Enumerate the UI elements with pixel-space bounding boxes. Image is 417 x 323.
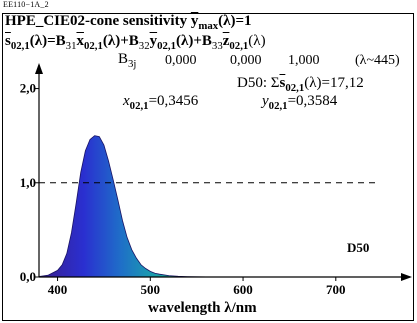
lambda-note: (λ~445)	[355, 53, 400, 68]
x-tick-label: 400	[48, 282, 68, 297]
chromaticity-y: y02,1=0,3584	[262, 93, 338, 112]
x-axis-arrow	[401, 273, 412, 281]
y-axis-arrow	[35, 63, 43, 74]
y-tick-label: 0,0	[20, 269, 36, 284]
b33-value: 1,000	[288, 53, 320, 68]
x-tick-label: 600	[233, 282, 253, 297]
x-axis-label: wavelength λ/nm	[148, 300, 257, 316]
illuminant-tag: D50	[347, 240, 370, 255]
y-tick-label: 1,0	[20, 175, 36, 190]
d50-sum: D50: Σs02,1(λ)=17,12	[237, 75, 364, 94]
chromaticity-x: x02,1=0,3456	[123, 93, 199, 112]
chart-title: HPE_CIE02-cone sensitivity ymax(λ)=1	[5, 13, 252, 32]
figure-frame	[2, 13, 414, 321]
sensitivity-area	[39, 135, 410, 277]
x-tick-label: 700	[326, 282, 346, 297]
b3j-label: B3j	[118, 51, 137, 70]
cone-equation: s02,1(λ)=B31x02,1(λ)+B32y02,1(λ)+B33z02,…	[5, 33, 266, 52]
x-tick-label: 500	[141, 282, 161, 297]
b32-value: 0,000	[230, 53, 262, 68]
reference-code: EE110−1A_2	[3, 0, 49, 9]
b31-value: 0,000	[165, 53, 197, 68]
y-tick-label: 2,0	[20, 81, 36, 96]
